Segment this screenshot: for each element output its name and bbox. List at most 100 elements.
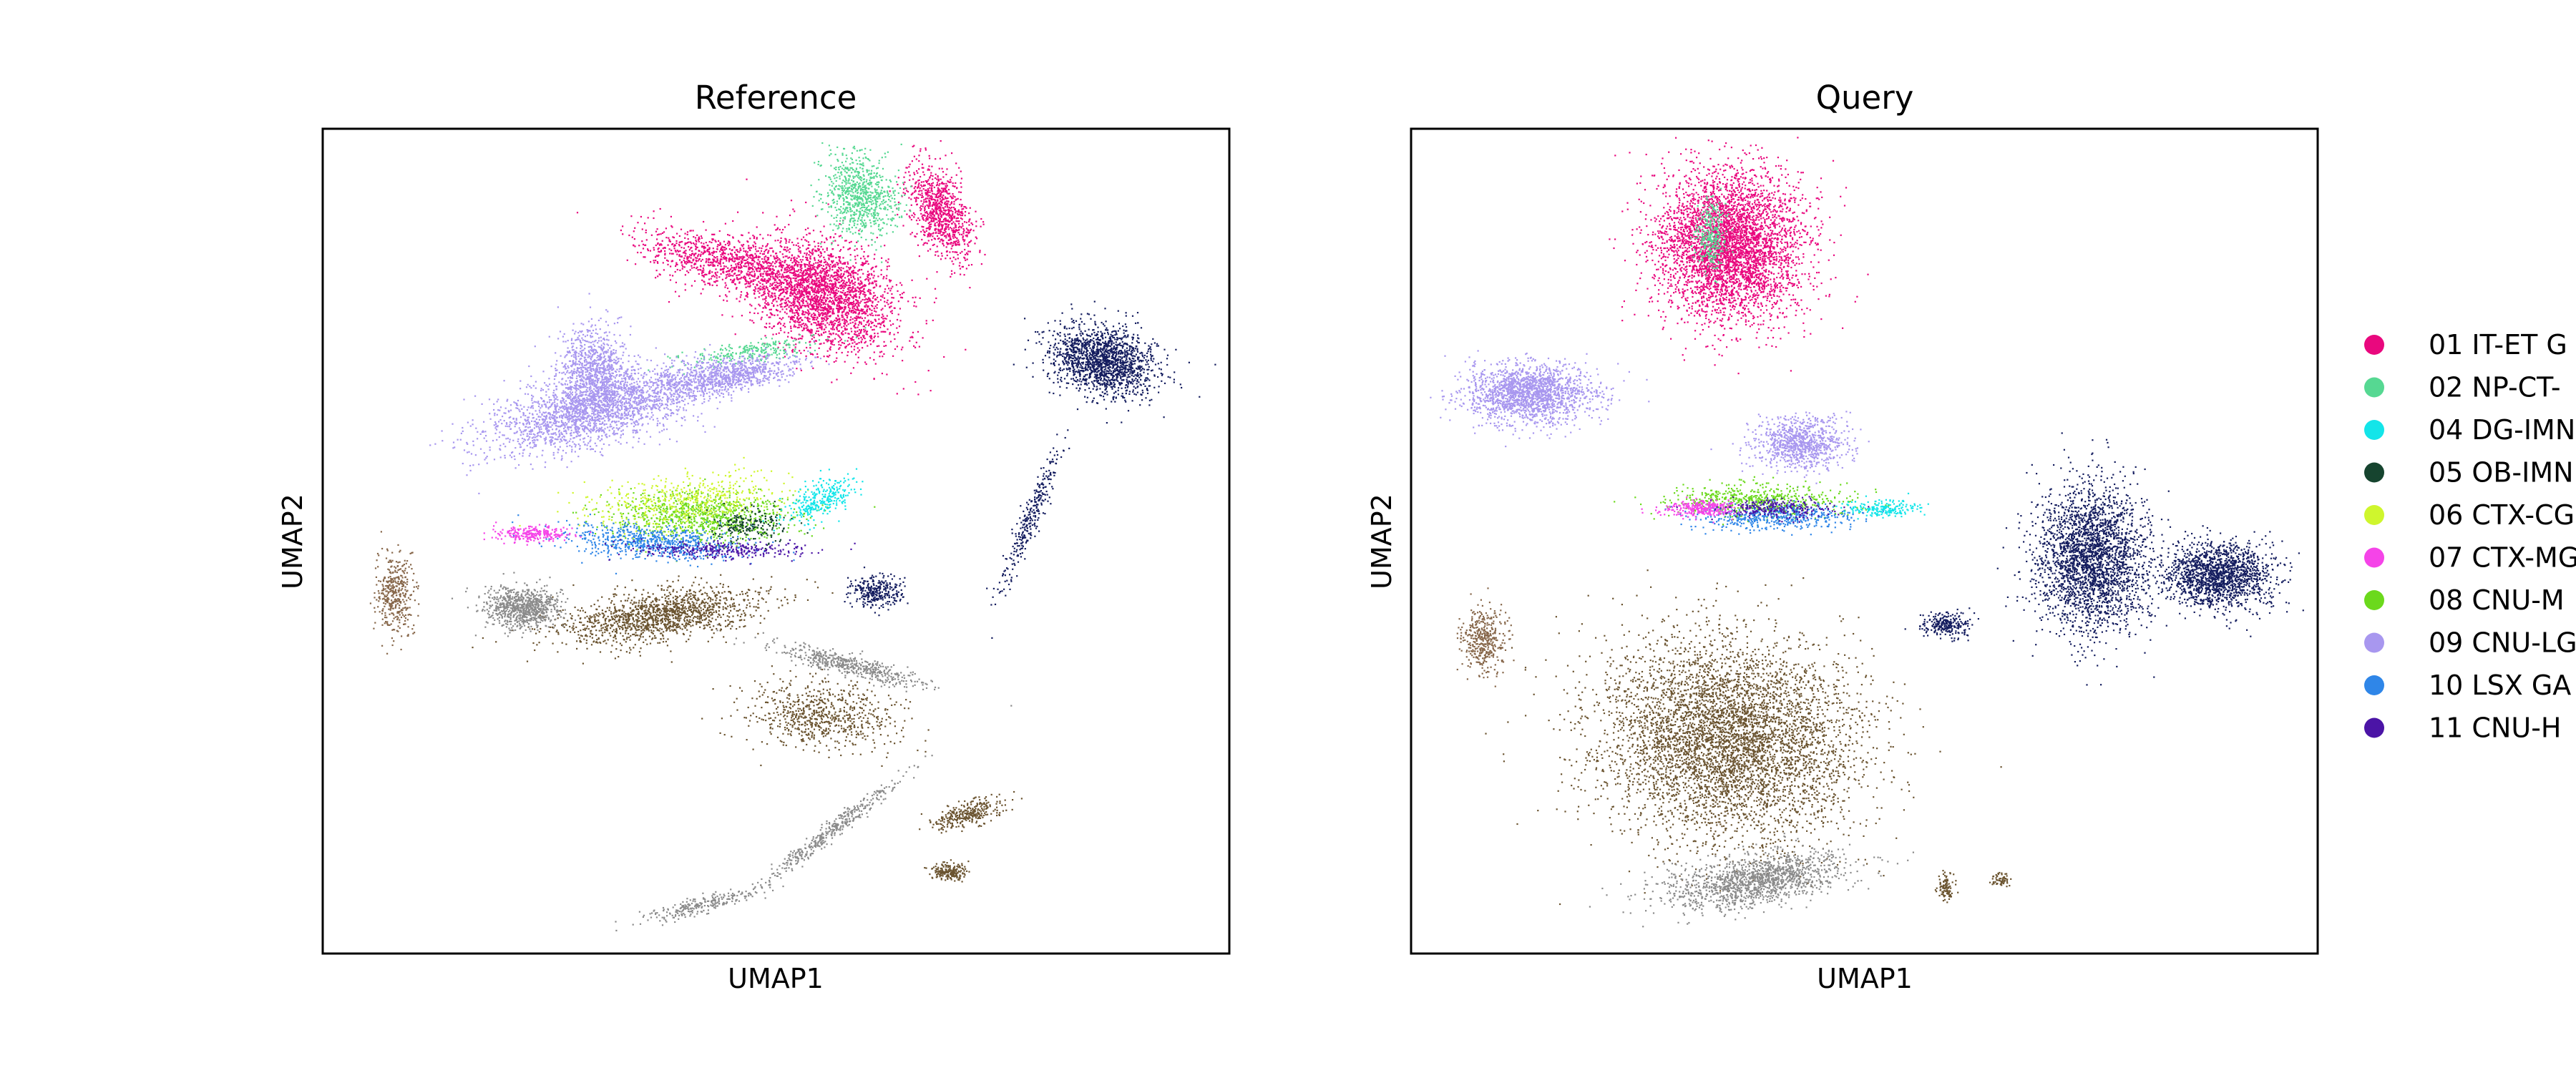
point bbox=[887, 292, 889, 294]
point bbox=[967, 229, 970, 231]
point bbox=[778, 298, 780, 300]
point bbox=[833, 272, 835, 274]
point bbox=[828, 265, 830, 267]
point bbox=[728, 257, 731, 259]
point bbox=[945, 187, 947, 189]
point bbox=[764, 302, 766, 304]
point bbox=[810, 277, 812, 279]
point bbox=[857, 315, 859, 318]
point bbox=[824, 313, 826, 315]
point bbox=[849, 302, 852, 304]
point bbox=[761, 316, 763, 318]
point bbox=[839, 281, 841, 283]
point bbox=[801, 319, 804, 321]
point bbox=[836, 270, 839, 273]
point bbox=[706, 273, 708, 275]
point bbox=[832, 260, 834, 262]
point bbox=[835, 166, 837, 168]
point bbox=[742, 257, 745, 259]
point bbox=[800, 300, 802, 302]
point bbox=[801, 325, 803, 328]
point bbox=[744, 265, 746, 268]
point bbox=[791, 255, 793, 257]
point bbox=[804, 286, 806, 288]
point bbox=[950, 275, 952, 278]
point bbox=[776, 215, 778, 217]
point bbox=[833, 175, 835, 177]
point bbox=[826, 340, 829, 343]
point bbox=[797, 242, 799, 245]
point bbox=[742, 277, 744, 279]
point bbox=[702, 288, 704, 290]
point bbox=[765, 255, 767, 258]
point bbox=[660, 250, 663, 252]
point bbox=[936, 205, 938, 207]
point bbox=[751, 267, 753, 269]
point bbox=[678, 255, 680, 257]
point bbox=[759, 288, 761, 290]
point bbox=[850, 240, 852, 242]
point bbox=[800, 290, 802, 292]
point bbox=[854, 222, 856, 225]
point bbox=[813, 305, 815, 308]
point bbox=[938, 205, 940, 207]
point bbox=[814, 275, 816, 278]
point bbox=[767, 251, 769, 253]
point bbox=[914, 381, 917, 383]
point bbox=[758, 260, 761, 263]
point bbox=[756, 263, 758, 265]
point bbox=[860, 204, 863, 206]
point bbox=[841, 286, 844, 288]
point bbox=[707, 261, 710, 263]
point bbox=[733, 246, 736, 249]
point bbox=[816, 278, 819, 280]
point bbox=[779, 263, 781, 265]
point bbox=[664, 253, 666, 255]
point bbox=[735, 263, 737, 265]
point bbox=[839, 262, 841, 264]
point bbox=[925, 227, 927, 230]
point bbox=[941, 167, 943, 170]
point bbox=[790, 278, 792, 280]
point bbox=[774, 257, 776, 259]
point bbox=[773, 287, 775, 289]
point bbox=[829, 149, 831, 151]
point bbox=[962, 227, 965, 230]
point bbox=[807, 305, 809, 307]
point bbox=[821, 325, 823, 328]
point bbox=[769, 262, 771, 265]
point bbox=[858, 333, 860, 335]
point bbox=[702, 267, 704, 269]
point bbox=[724, 244, 726, 246]
point bbox=[655, 277, 657, 279]
point bbox=[854, 266, 856, 268]
point bbox=[958, 191, 960, 193]
point bbox=[743, 259, 746, 261]
point bbox=[756, 270, 758, 273]
point bbox=[932, 219, 935, 221]
point bbox=[854, 320, 856, 322]
point bbox=[816, 273, 819, 275]
point bbox=[959, 262, 961, 264]
point bbox=[809, 255, 811, 258]
point bbox=[952, 237, 955, 239]
point bbox=[792, 274, 795, 276]
point bbox=[921, 163, 924, 165]
point bbox=[920, 200, 922, 202]
point bbox=[845, 346, 847, 348]
point bbox=[864, 226, 867, 228]
point bbox=[955, 210, 957, 212]
point bbox=[693, 263, 696, 265]
point bbox=[800, 275, 803, 277]
point bbox=[709, 284, 711, 286]
point bbox=[736, 256, 738, 258]
point bbox=[849, 207, 851, 209]
point bbox=[944, 223, 946, 225]
point bbox=[778, 332, 780, 334]
point bbox=[844, 332, 847, 334]
point bbox=[818, 291, 821, 293]
point bbox=[826, 278, 829, 280]
point bbox=[759, 233, 761, 236]
point bbox=[703, 246, 706, 248]
point bbox=[932, 212, 934, 215]
